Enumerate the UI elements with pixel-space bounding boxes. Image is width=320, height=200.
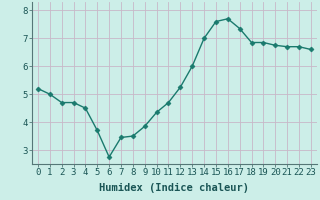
- X-axis label: Humidex (Indice chaleur): Humidex (Indice chaleur): [100, 183, 249, 193]
